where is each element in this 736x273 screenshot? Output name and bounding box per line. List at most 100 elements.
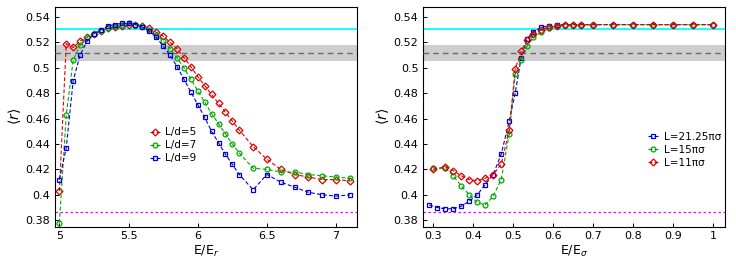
L=21.25πσ (629, 23, 637, 26)
L/d=9 (249, 188, 258, 191)
L=21.25πσ (473, 193, 481, 197)
L/d=5 (200, 84, 209, 87)
L/d=9 (276, 180, 285, 184)
L/d=7 (103, 27, 112, 30)
L=11πσ (537, 28, 545, 31)
Y-axis label: $\langle r \rangle$: $\langle r \rangle$ (374, 108, 391, 125)
L/d=5 (68, 46, 77, 49)
L=15πσ (569, 23, 578, 26)
L/d=9 (68, 79, 77, 82)
L=11πσ (545, 25, 553, 29)
L/d=5 (214, 102, 223, 105)
L=21.25πσ (457, 205, 466, 208)
L=15πσ (577, 23, 586, 26)
L=21.25πσ (545, 24, 553, 28)
L=15πσ (465, 193, 474, 197)
L/d=9 (159, 44, 168, 48)
L=11πσ (497, 163, 506, 166)
L/d=9 (96, 28, 105, 31)
L/d=7 (318, 174, 327, 177)
L=11πσ (473, 179, 481, 182)
L/d=5 (207, 93, 216, 96)
L=11πσ (629, 23, 637, 26)
L/d=7 (180, 66, 188, 69)
L/d=5 (186, 65, 195, 68)
L/d=7 (62, 113, 71, 117)
Bar (423, 45, 725, 61)
L=21.25πσ (569, 23, 578, 26)
L=11πσ (561, 23, 570, 26)
L/d=9 (131, 23, 140, 26)
L/d=7 (332, 176, 341, 179)
L/d=7 (131, 23, 140, 26)
L/d=5 (249, 145, 258, 148)
L=15πσ (629, 23, 637, 26)
Line: L=21.25πσ: L=21.25πσ (427, 22, 715, 211)
L/d=7 (90, 32, 99, 35)
L/d=5 (159, 34, 168, 38)
L/d=5 (263, 158, 272, 161)
L/d=5 (103, 27, 112, 30)
L=21.25πσ (561, 23, 570, 26)
L/d=7 (228, 143, 237, 146)
X-axis label: E/E$_{\sigma}$: E/E$_{\sigma}$ (560, 244, 588, 259)
L/d=5 (110, 25, 119, 29)
L=15πσ (523, 44, 531, 48)
Line: L/d=7: L/d=7 (57, 21, 353, 225)
L=11πσ (569, 23, 578, 26)
Bar (55, 45, 357, 61)
Y-axis label: $\langle r \rangle$: $\langle r \rangle$ (6, 108, 23, 125)
L=11πσ (489, 173, 498, 176)
L/d=9 (117, 22, 126, 25)
L=15πσ (517, 58, 526, 62)
L/d=7 (172, 56, 181, 59)
L=21.25πσ (528, 31, 537, 34)
Line: L=15πσ: L=15πσ (431, 22, 715, 207)
L=21.25πσ (505, 120, 514, 123)
L/d=9 (172, 65, 181, 68)
L=21.25πσ (449, 207, 458, 210)
L=11πσ (528, 32, 537, 35)
L=21.25πσ (465, 200, 474, 203)
L=21.25πσ (689, 23, 698, 26)
L/d=5 (276, 168, 285, 171)
L=21.25πσ (481, 183, 489, 186)
L/d=5 (138, 24, 146, 28)
L/d=5 (346, 179, 355, 182)
L/d=7 (290, 170, 299, 174)
L=11πσ (481, 177, 489, 180)
L=15πσ (457, 184, 466, 188)
L/d=5 (152, 31, 160, 34)
L=21.25πσ (517, 56, 526, 59)
Line: L/d=5: L/d=5 (57, 22, 353, 194)
L=15πσ (505, 132, 514, 135)
L/d=7 (55, 221, 64, 224)
L/d=9 (290, 186, 299, 189)
L=11πσ (553, 24, 562, 28)
Line: L/d=9: L/d=9 (57, 21, 353, 198)
L/d=9 (103, 24, 112, 28)
L/d=5 (76, 40, 85, 43)
L=15πσ (511, 73, 520, 76)
L=15πσ (668, 23, 677, 26)
L=11πσ (668, 23, 677, 26)
L=11πσ (609, 23, 618, 26)
Legend: L/d=5, L/d=7, L/d=9: L/d=5, L/d=7, L/d=9 (146, 123, 201, 168)
L/d=7 (346, 177, 355, 180)
L=15πσ (449, 174, 458, 177)
L/d=5 (332, 178, 341, 181)
L/d=7 (145, 28, 154, 31)
L/d=9 (186, 90, 195, 94)
L/d=9 (110, 23, 119, 26)
L=11πσ (449, 169, 458, 172)
L/d=7 (249, 167, 258, 170)
X-axis label: E/E$_r$: E/E$_r$ (193, 244, 219, 259)
L=15πσ (689, 23, 698, 26)
L=21.25πσ (577, 23, 586, 26)
L=15πσ (709, 23, 718, 26)
L/d=7 (117, 23, 126, 26)
L/d=7 (235, 151, 244, 155)
L/d=5 (235, 128, 244, 132)
L/d=7 (194, 89, 202, 92)
L=11πσ (441, 165, 450, 168)
